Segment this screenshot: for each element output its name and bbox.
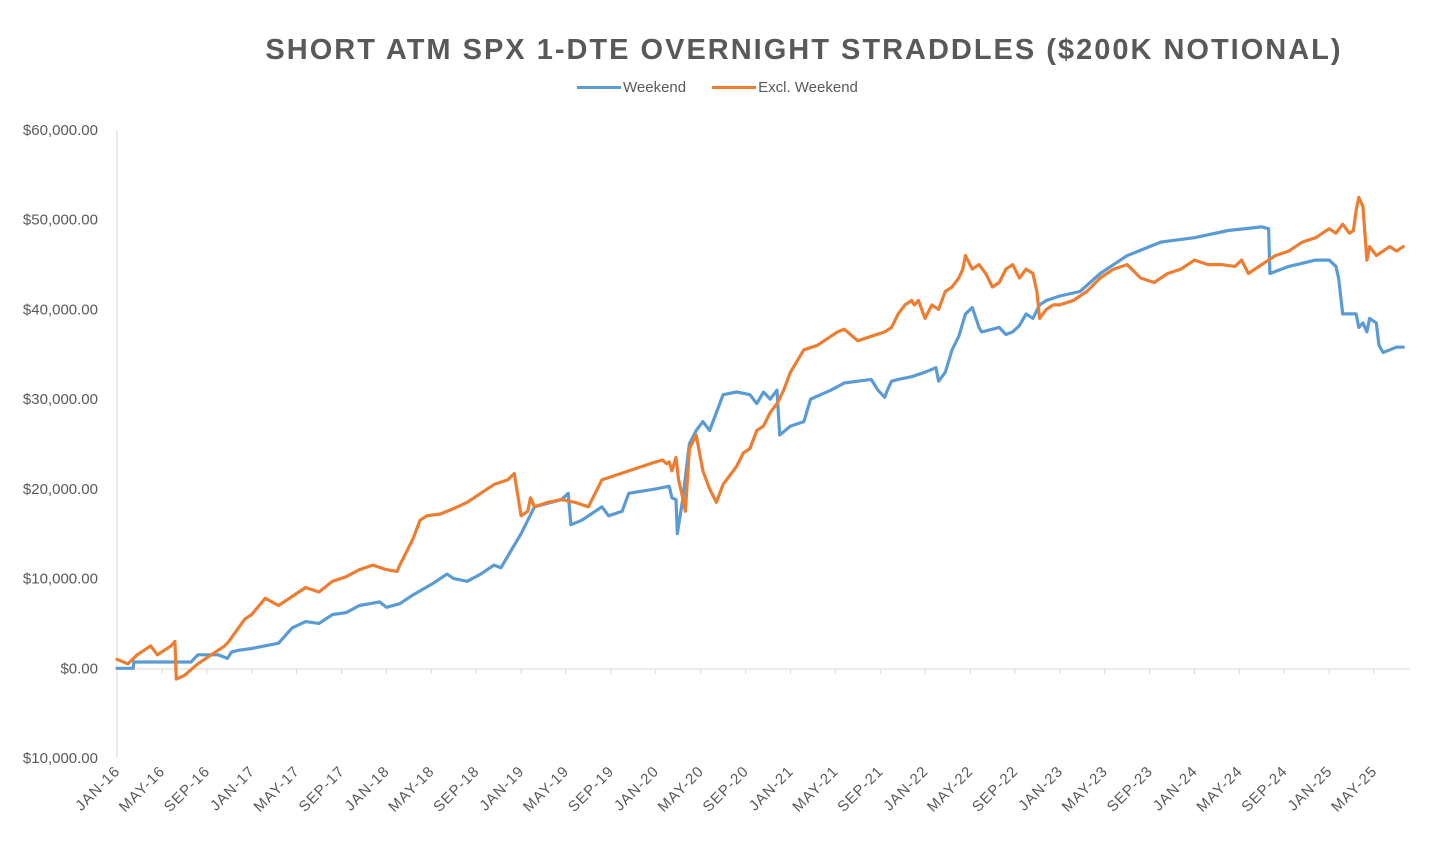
x-tick-label: JAN-23 — [1015, 763, 1067, 815]
x-tick-label: JAN-19 — [476, 763, 528, 815]
x-tick-label: MAY-25 — [1328, 763, 1381, 816]
legend-swatch-weekend — [577, 86, 621, 89]
x-tick-label: MAY-24 — [1193, 763, 1246, 816]
x-tick-label: SEP-20 — [700, 763, 753, 816]
series-line-weekend — [115, 225, 1405, 670]
x-tick-label: MAY-23 — [1059, 763, 1112, 816]
y-tick-label: $0.00 — [60, 660, 98, 677]
x-tick-label: MAY-17 — [251, 763, 304, 816]
legend-item-excl-weekend: Excl. Weekend — [712, 79, 858, 96]
y-tick-label: $10,000.00 — [23, 750, 98, 767]
x-tick-label: SEP-17 — [296, 763, 349, 816]
x-tick-label: MAY-19 — [520, 763, 573, 816]
x-tick-label: SEP-19 — [565, 763, 618, 816]
x-tick-label: JAN-20 — [611, 763, 663, 815]
x-tick-label: JAN-22 — [880, 763, 932, 815]
x-tick-label: MAY-18 — [385, 763, 438, 816]
y-tick-label: $40,000.00 — [23, 301, 98, 318]
series-line-excl-weekend — [115, 195, 1405, 681]
x-tick-label: SEP-21 — [834, 763, 887, 816]
y-tick-label: $60,000.00 — [23, 122, 98, 139]
y-tick-label: $10,000.00 — [23, 571, 98, 588]
x-tick-label: MAY-21 — [789, 763, 842, 816]
y-tick-label: $30,000.00 — [23, 391, 98, 408]
y-tick-label: $20,000.00 — [23, 481, 98, 498]
chart-title: SHORT ATM SPX 1-DTE OVERNIGHT STRADDLES … — [265, 34, 1343, 66]
x-tick-label: SEP-22 — [969, 763, 1022, 816]
x-tick-label: JAN-21 — [746, 763, 798, 815]
x-tick-label: JAN-18 — [342, 763, 394, 815]
x-tick-label: SEP-24 — [1238, 763, 1291, 816]
x-tick-label: SEP-16 — [161, 763, 214, 816]
x-tick-label: JAN-17 — [207, 763, 259, 815]
x-tick-label: MAY-20 — [655, 763, 708, 816]
legend-label-excl-weekend: Excl. Weekend — [758, 79, 858, 96]
x-tick-label: MAY-16 — [116, 763, 169, 816]
legend-item-weekend: Weekend — [577, 79, 686, 96]
legend: Weekend Excl. Weekend — [577, 79, 884, 96]
x-tick-label: MAY-22 — [924, 763, 977, 816]
legend-label-weekend: Weekend — [623, 79, 687, 96]
x-tick-label: SEP-23 — [1104, 763, 1157, 816]
x-tick-label: SEP-18 — [430, 763, 483, 816]
legend-swatch-excl-weekend — [712, 86, 757, 89]
x-tick-label: JAN-16 — [72, 763, 124, 815]
x-tick-label: JAN-24 — [1150, 763, 1202, 815]
y-tick-label: $50,000.00 — [23, 212, 98, 229]
x-tick-label: JAN-25 — [1284, 763, 1336, 815]
